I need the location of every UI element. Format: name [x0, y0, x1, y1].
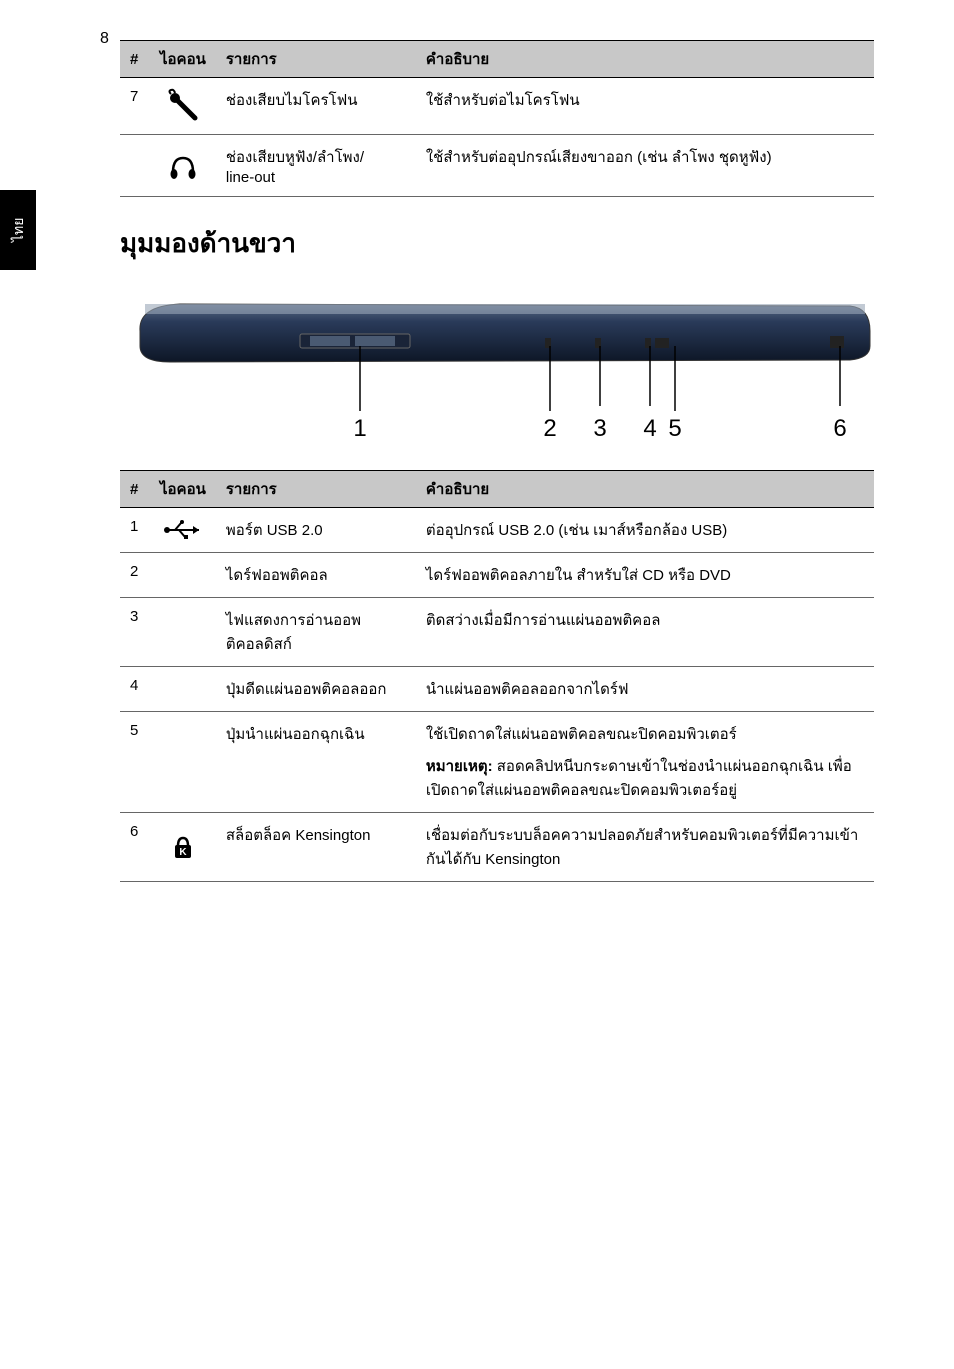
no-icon — [150, 553, 216, 598]
cell-desc: ต่ออุปกรณ์ USB 2.0 (เช่น เมาส์หรือกล้อง … — [416, 508, 874, 553]
no-icon — [150, 667, 216, 712]
svg-text:5: 5 — [668, 415, 681, 442]
cell-item: ไฟแสดงการอ่านออพ ติคอลดิสก์ — [216, 598, 416, 667]
table-row: 5 ปุ่มนำแผ่นออกฉุกเฉิน ใช้เปิดถาดใส่แผ่น… — [120, 712, 874, 813]
svg-text:2: 2 — [543, 415, 556, 442]
th-item: รายการ — [216, 41, 416, 78]
table-row: 4 ปุ่มดีดแผ่นออพติคอลออก นำแผ่นออพติคอลอ… — [120, 667, 874, 712]
cell-desc: ใช้เปิดถาดใส่แผ่นออพติคอลขณะปิดคอมพิวเตอ… — [416, 712, 874, 813]
spec-table-2: # ไอคอน รายการ คำอธิบาย 1 พอร์ต USB 2.0 — [120, 470, 874, 882]
svg-text:K: K — [179, 847, 187, 858]
cell-item: ปุ่มนำแผ่นออกฉุกเฉิน — [216, 712, 416, 813]
kensington-lock-icon: K — [150, 813, 216, 882]
cell-item: ช่องเสียบไมโครโฟน — [216, 78, 416, 135]
cell-item: ไดร์ฟออพติคอล — [216, 553, 416, 598]
cell-desc: เชื่อมต่อกับระบบล็อคความปลอดภัยสำหรับคอม… — [416, 813, 874, 882]
svg-text:1: 1 — [353, 415, 366, 442]
cell-item: ปุ่มดีดแผ่นออพติคอลออก — [216, 667, 416, 712]
cell-num: 1 — [120, 508, 150, 553]
th-item: รายการ — [216, 471, 416, 508]
cell-num — [120, 135, 150, 197]
table-row: 7 ช่องเสียบไมโครโฟน ใช้สำหรับต่อไมโครโฟน — [120, 78, 874, 135]
table-row: 2 ไดร์ฟออพติคอล ไดร์ฟออพติคอลภายใน สำหรั… — [120, 553, 874, 598]
table-row: 1 พอร์ต USB 2.0 ต่ออุปกรณ์ USB 2.0 (เช่น… — [120, 508, 874, 553]
cell-num: 3 — [120, 598, 150, 667]
cell-desc: ติดสว่างเมื่อมีการอ่านแผ่นออพติคอล — [416, 598, 874, 667]
usb-icon — [150, 508, 216, 553]
th-icon: ไอคอน — [150, 41, 216, 78]
cell-num: 6 — [120, 813, 150, 882]
laptop-right-svg: 1 2 3 45 6 — [120, 276, 880, 446]
mic-icon — [150, 78, 216, 135]
spec-table-1: # ไอคอน รายการ คำอธิบาย 7 ช่องเสียบไมโคร… — [120, 40, 874, 197]
cell-item: ช่องเสียบหูฟัง/ลำโพง/ line-out — [216, 135, 416, 197]
no-icon — [150, 712, 216, 813]
desc-line: ใช้เปิดถาดใส่แผ่นออพติคอลขณะปิดคอมพิวเตอ… — [426, 722, 864, 746]
headphone-icon — [150, 135, 216, 197]
th-num: # — [120, 41, 150, 78]
th-desc: คำอธิบาย — [416, 41, 874, 78]
th-desc: คำอธิบาย — [416, 471, 874, 508]
cell-desc: ไดร์ฟออพติคอลภายใน สำหรับใส่ CD หรือ DVD — [416, 553, 874, 598]
svg-text:6: 6 — [833, 415, 846, 442]
right-view-figure: 1 2 3 45 6 — [120, 276, 874, 450]
heading-right-view: มุมมองด้านขวา — [120, 223, 874, 264]
cell-item: สล็อตล็อค Kensington — [216, 813, 416, 882]
cell-desc: นำแผ่นออพติคอลออกจากไดร์ฟ — [416, 667, 874, 712]
cell-num: 4 — [120, 667, 150, 712]
table-row: 3 ไฟแสดงการอ่านออพ ติคอลดิสก์ ติดสว่างเม… — [120, 598, 874, 667]
no-icon — [150, 598, 216, 667]
cell-item: พอร์ต USB 2.0 — [216, 508, 416, 553]
cell-num: 2 — [120, 553, 150, 598]
table-row: ช่องเสียบหูฟัง/ลำโพง/ line-out ใช้สำหรับ… — [120, 135, 874, 197]
page-number: 8 — [100, 30, 109, 48]
table-row: 6 K สล็อตล็อค Kensington เชื่อมต่อกับระบ… — [120, 813, 874, 882]
side-tab: ไทย — [0, 190, 36, 270]
cell-num: 5 — [120, 712, 150, 813]
cell-desc: ใช้สำหรับต่ออุปกรณ์เสียงขาออก (เช่น ลำโพ… — [416, 135, 874, 197]
svg-text:3: 3 — [593, 415, 606, 442]
th-icon: ไอคอน — [150, 471, 216, 508]
svg-text:4: 4 — [643, 415, 656, 442]
note: หมายเหตุ: สอดคลิปหนีบกระดาษเข้าในช่องนำแ… — [426, 754, 864, 802]
note-label: หมายเหตุ: — [426, 758, 493, 775]
th-num: # — [120, 471, 150, 508]
cell-desc: ใช้สำหรับต่อไมโครโฟน — [416, 78, 874, 135]
cell-num: 7 — [120, 78, 150, 135]
